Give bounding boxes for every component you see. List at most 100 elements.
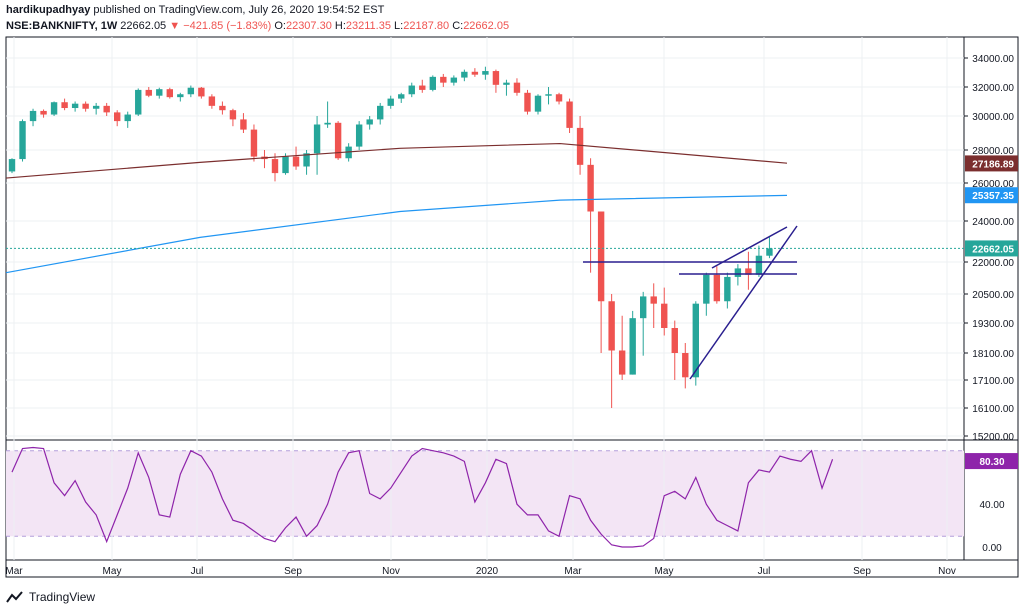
- high-label: H:: [334, 20, 346, 32]
- grid: [6, 37, 964, 560]
- candle-body: [745, 268, 752, 275]
- price-change: ▼ −421.85 (−1.83%): [169, 20, 272, 32]
- price-label-box: [965, 155, 1018, 172]
- time-tick-label: Nov: [382, 566, 400, 577]
- candle-body: [303, 153, 310, 167]
- candle-body: [618, 350, 626, 375]
- candle-body: [713, 274, 721, 302]
- candle-body: [608, 301, 615, 351]
- candle-body: [734, 268, 742, 277]
- price-tick-label: 16100.00: [972, 404, 1014, 415]
- price-tick-label: 24000.00: [972, 217, 1014, 228]
- candle-body: [135, 89, 142, 115]
- candle-body: [240, 119, 247, 130]
- publish-line: hardikupadhyay published on TradingView.…: [6, 3, 509, 17]
- close-label: C:: [452, 20, 464, 32]
- candle-body: [71, 103, 79, 109]
- time-tick-label: Mar: [564, 566, 582, 577]
- candle-body: [250, 129, 258, 157]
- last-price: 22662.05: [120, 20, 167, 32]
- time-ticks: Mar May Jul Sep Nov 2020 Mar May Jul Sep Nov: [5, 566, 956, 577]
- candle-body: [703, 274, 710, 304]
- candle-body: [534, 95, 542, 112]
- candle-body: [103, 105, 110, 113]
- price-tick-label: 22000.00: [972, 258, 1014, 269]
- candle-body: [124, 114, 131, 122]
- candle-body: [566, 101, 573, 128]
- price-tick-label: 19300.00: [972, 319, 1014, 330]
- candle-body: [482, 71, 489, 75]
- candle-body: [597, 211, 605, 302]
- candle-body: [198, 87, 205, 97]
- trend-lines[interactable]: [583, 225, 798, 380]
- rising-wedge-upper[interactable]: [711, 226, 788, 269]
- chart-header: hardikupadhyay published on TradingView.…: [6, 3, 509, 33]
- rsi-pane: 80.30 40.00 0.00: [11, 446, 1018, 554]
- candle-body: [8, 159, 16, 172]
- candle-body: [40, 110, 47, 115]
- time-tick-label: Mar: [5, 566, 23, 577]
- candle-body: [282, 156, 289, 174]
- candle-body: [766, 248, 773, 256]
- candle-body: [419, 85, 426, 90]
- time-tick-label: Sep: [853, 566, 871, 577]
- candles: [8, 66, 773, 408]
- rsi-label-box: [965, 453, 1018, 470]
- candle-body: [166, 89, 173, 98]
- candle-body: [355, 124, 363, 147]
- price-labels: 27186.89 25357.35 22662.05: [965, 155, 1018, 257]
- time-tick-label: 2020: [476, 566, 499, 577]
- candle-body: [661, 303, 668, 328]
- candle-body: [156, 89, 163, 96]
- candle-body: [324, 122, 331, 125]
- low-value: 22187.80: [403, 20, 450, 32]
- rsi-tick-label: 0.00: [982, 543, 1002, 554]
- time-tick-label: Jul: [191, 566, 204, 577]
- candle-body: [587, 164, 594, 212]
- time-tick-label: May: [103, 566, 122, 577]
- price-tick-label: 18100.00: [972, 349, 1014, 360]
- candle-body: [219, 105, 226, 111]
- candle-body: [187, 87, 195, 95]
- candle-body: [640, 296, 647, 319]
- candle-body: [92, 105, 100, 109]
- candle-body: [461, 71, 468, 78]
- price-tick-label: 28000.00: [972, 146, 1014, 157]
- author-name[interactable]: hardikupadhyay: [6, 4, 91, 16]
- candle-body: [671, 328, 678, 353]
- candle-body: [61, 102, 68, 109]
- candle-body: [271, 159, 279, 174]
- candle-body: [29, 110, 37, 122]
- price-tick-label: 15200.00: [972, 432, 1014, 443]
- time-tick-label: Sep: [284, 566, 302, 577]
- candle-body: [145, 89, 152, 96]
- price-tick-label: 34000.00: [972, 54, 1014, 65]
- candle-body: [229, 110, 237, 120]
- open-value: 22307.30: [285, 20, 332, 32]
- candle-body: [19, 121, 26, 160]
- candle-body: [755, 255, 763, 275]
- brand-name[interactable]: TradingView: [29, 590, 96, 604]
- candle-body: [82, 103, 89, 109]
- candle-body: [398, 94, 405, 99]
- price-label-box: [965, 240, 1018, 257]
- candle-body: [114, 112, 121, 122]
- candle-body: [429, 76, 436, 90]
- candle-body: [387, 98, 394, 106]
- candle-body: [50, 102, 58, 115]
- price-tick-label: 26000.00: [972, 179, 1014, 190]
- rising-wedge-lower[interactable]: [689, 225, 798, 380]
- price-tick-label: 17100.00: [972, 376, 1014, 387]
- candle-body: [629, 318, 636, 375]
- candle-body: [513, 82, 521, 93]
- ohlc-line: NSE:BANKNIFTY, 1W 22662.05 ▼ −421.85 (−1…: [6, 19, 509, 33]
- candle-body: [377, 105, 384, 120]
- moving-averages: [5, 142, 788, 274]
- candle-body: [313, 124, 321, 154]
- price-label-text: 22662.05: [972, 244, 1014, 255]
- price-ticks: 34000.00 32000.00 30000.00 28000.00 26000.00…: [964, 54, 1014, 443]
- price-tick-label: 30000.00: [972, 112, 1014, 123]
- tradingview-logo-icon: [6, 591, 23, 603]
- candle-body: [576, 127, 584, 165]
